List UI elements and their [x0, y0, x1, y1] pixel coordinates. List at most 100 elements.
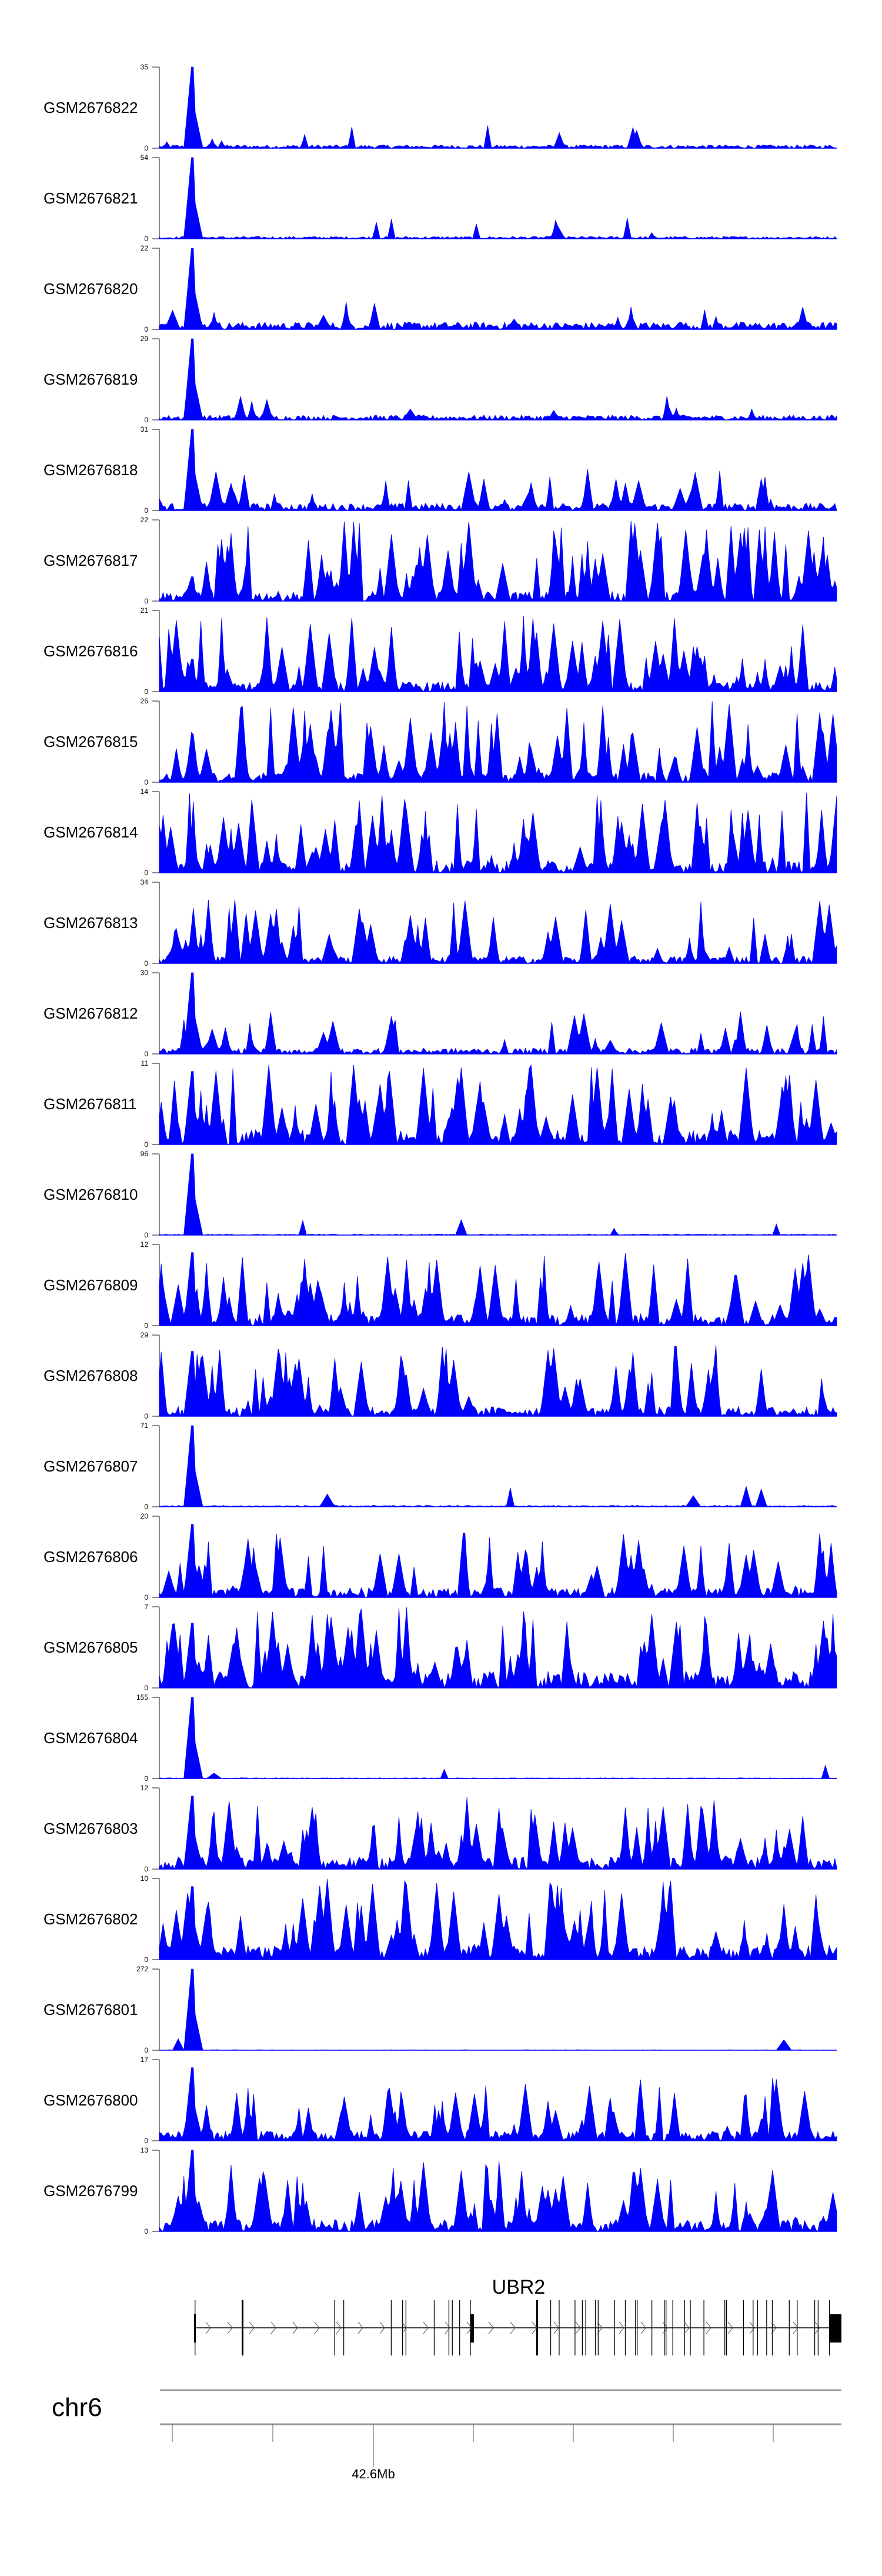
y-tick-label-zero: 0 — [144, 778, 148, 786]
y-tick-label-max: 12 — [141, 1784, 149, 1792]
y-tick-label-max: 29 — [141, 1331, 149, 1339]
strand-arrow-icon — [445, 2321, 450, 2334]
coverage-area — [159, 616, 837, 693]
coverage-area — [159, 2067, 837, 2141]
track-label: GSM2676819 — [44, 371, 138, 388]
y-tick-label-max: 34 — [141, 878, 149, 886]
y-tick-label-max: 17 — [141, 2056, 149, 2064]
track-GSM2676812: GSM2676812 30 0 — [44, 969, 837, 1058]
track-GSM2676807: GSM2676807 71 0 — [44, 1422, 837, 1511]
track-label: GSM2676800 — [44, 2091, 138, 2109]
track-label: GSM2676820 — [44, 280, 138, 298]
track-GSM2676820: GSM2676820 22 0 — [44, 244, 837, 333]
track-label: GSM2676817 — [44, 552, 138, 569]
track-GSM2676810: GSM2676810 96 0 — [44, 1150, 837, 1239]
strand-arrow-icon — [553, 2321, 559, 2334]
strand-arrow-icon — [401, 2321, 407, 2334]
strand-arrow-icon — [270, 2321, 276, 2334]
gene-name: UBR2 — [492, 2276, 546, 2298]
track-GSM2676814: GSM2676814 14 0 — [44, 788, 837, 877]
strand-arrow-icon — [814, 2321, 820, 2334]
y-tick-label-max: 31 — [141, 425, 149, 433]
strand-arrow-icon — [292, 2321, 298, 2334]
y-tick-label-max: 26 — [141, 697, 149, 705]
y-tick-label-zero: 0 — [144, 416, 148, 424]
y-tick-label-max: 12 — [141, 1240, 149, 1249]
strand-arrow-icon — [597, 2321, 603, 2334]
coverage-area — [159, 2150, 837, 2233]
y-tick-label-zero: 0 — [144, 597, 148, 605]
track-label: GSM2676815 — [44, 733, 138, 750]
strand-arrow-icon — [662, 2321, 668, 2334]
track-label: GSM2676812 — [44, 1005, 138, 1022]
y-tick-label-zero: 0 — [144, 1774, 148, 1783]
track-label: GSM2676806 — [44, 1548, 138, 1566]
track-label: GSM2676816 — [44, 642, 138, 660]
coverage-area — [159, 1064, 837, 1145]
coverage-tracks: GSM2676822350GSM2676821540GSM2676820220G… — [44, 63, 837, 2235]
track-label: GSM2676803 — [44, 1820, 138, 1837]
track-GSM2676808: GSM2676808 29 0 — [44, 1331, 837, 1420]
track-GSM2676811: GSM2676811 11 0 — [44, 1059, 837, 1149]
coverage-area — [159, 972, 837, 1055]
track-GSM2676819: GSM2676819 29 0 — [44, 335, 837, 424]
coverage-area — [159, 1524, 837, 1598]
coverage-area — [159, 157, 837, 239]
track-label: GSM2676813 — [44, 914, 138, 932]
coverage-area — [159, 520, 837, 602]
track-GSM2676817: GSM2676817 22 0 — [44, 516, 837, 605]
y-tick-label-max: 22 — [141, 516, 149, 524]
genome-axis: chr6 42.6Mb — [52, 2389, 841, 2481]
y-tick-label-zero: 0 — [144, 506, 148, 515]
coverage-area — [159, 1153, 837, 1236]
coverage-area — [159, 248, 837, 330]
y-tick-label-max: 13 — [141, 2146, 149, 2154]
coverage-area — [159, 66, 837, 149]
y-tick-label-zero: 0 — [144, 1593, 148, 1601]
y-tick-label-zero: 0 — [144, 1503, 148, 1511]
y-tick-label-zero: 0 — [144, 688, 148, 696]
track-GSM2676815: GSM2676815 26 0 — [44, 697, 837, 786]
coverage-area — [159, 1878, 837, 1960]
coverage-area — [159, 1607, 837, 1689]
y-tick-label-zero: 0 — [144, 235, 148, 243]
strand-arrow-icon — [336, 2321, 342, 2334]
strand-arrow-icon — [423, 2321, 429, 2334]
y-tick-label-zero: 0 — [144, 1684, 148, 1692]
y-tick-label-max: 54 — [141, 154, 149, 162]
track-label: GSM2676811 — [44, 1095, 137, 1113]
y-tick-label-max: 96 — [141, 1150, 149, 1158]
y-tick-label-zero: 0 — [144, 325, 148, 333]
y-tick-label-zero: 0 — [144, 1231, 148, 1239]
strand-arrow-icon — [771, 2321, 777, 2334]
strand-arrow-icon — [510, 2321, 516, 2334]
gene-track: UBR2 — [194, 2276, 841, 2355]
strand-arrow-icon — [532, 2321, 537, 2334]
track-GSM2676818: GSM2676818 31 0 — [44, 425, 837, 515]
y-tick-label-max: 20 — [141, 1512, 149, 1520]
coverage-area — [159, 1697, 837, 1779]
coverage-area — [159, 1968, 837, 2051]
track-label: GSM2676808 — [44, 1367, 138, 1384]
y-tick-label-zero: 0 — [144, 1865, 148, 1873]
chromosome-label: chr6 — [52, 2393, 102, 2422]
y-tick-label-max: 29 — [141, 335, 149, 343]
y-tick-label-zero: 0 — [144, 1956, 148, 1964]
y-tick-label-zero: 0 — [144, 2227, 148, 2235]
y-tick-label-max: 22 — [141, 244, 149, 252]
strand-arrow-icon — [727, 2321, 733, 2334]
exon-block — [470, 2314, 474, 2343]
track-GSM2676805: GSM2676805 7 0 — [44, 1603, 837, 1692]
y-tick-label-max: 35 — [141, 63, 149, 71]
track-label: GSM2676802 — [44, 1910, 138, 1928]
coverage-area — [159, 338, 837, 421]
y-tick-label-max: 155 — [136, 1693, 148, 1701]
track-label: GSM2676822 — [44, 99, 138, 116]
track-label: GSM2676818 — [44, 461, 138, 479]
strand-arrow-icon — [619, 2321, 624, 2334]
track-label: GSM2676804 — [44, 1729, 138, 1747]
y-tick-label-max: 272 — [136, 1965, 148, 1973]
track-GSM2676804: GSM2676804 155 0 — [44, 1693, 837, 1783]
y-tick-label-zero: 0 — [144, 144, 148, 152]
